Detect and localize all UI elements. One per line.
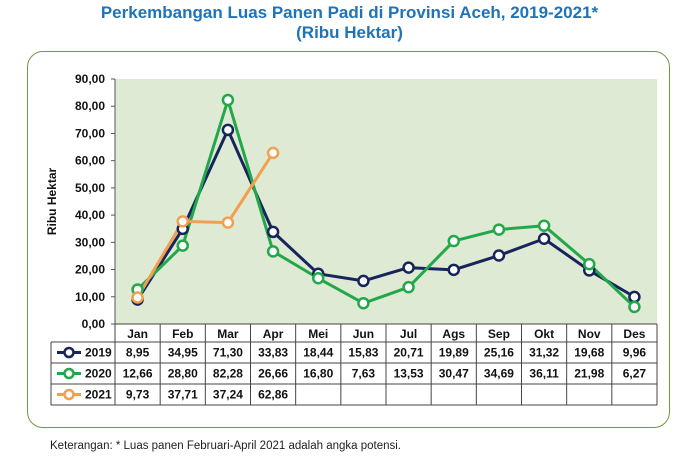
chart-subtitle: (Ribu Hektar)	[296, 23, 403, 42]
footnote: Keterangan: * Luas panen Februari-April …	[50, 440, 401, 452]
table-cell-value: 34,69	[484, 367, 514, 381]
data-point	[537, 232, 551, 245]
table-cell-value: 31,32	[529, 346, 559, 360]
y-tick-label: 40,00	[75, 208, 105, 222]
table-cell-value: 8,95	[126, 346, 150, 360]
data-point	[357, 296, 370, 310]
data-point	[492, 223, 506, 236]
table-cell-value: 25,16	[484, 346, 514, 360]
data-point	[447, 263, 460, 277]
x-tick-label: Feb	[172, 327, 193, 341]
table-cell-value: 12,66	[123, 367, 153, 381]
data-point	[492, 249, 506, 262]
y-tick-label: 60,00	[75, 154, 105, 168]
legend-label: 2019	[85, 346, 112, 360]
chart-title: Perkembangan Luas Panen Padi di Provinsi…	[100, 3, 599, 22]
plot-area	[115, 79, 657, 324]
table-cell-value: 13,53	[394, 367, 424, 381]
x-tick-label: Apr	[263, 327, 284, 341]
y-tick-label: 50,00	[75, 181, 105, 195]
data-point	[176, 215, 189, 228]
y-tick-label: 0,00	[82, 317, 106, 331]
data-point	[221, 216, 235, 229]
table-cell-value: 62,86	[258, 388, 288, 402]
series-line	[136, 128, 636, 301]
legend-label: 2021	[85, 388, 112, 402]
legend-marker	[63, 346, 75, 359]
y-tick-label: 30,00	[75, 235, 105, 249]
legend-marker	[63, 367, 75, 380]
table-cell-value: 7,63	[352, 367, 376, 381]
table-cell-value: 9,73	[126, 388, 150, 402]
data-point	[176, 239, 189, 252]
x-tick-label: Ags	[442, 327, 465, 341]
table-cell-value: 26,66	[258, 367, 288, 381]
y-tick-label: 10,00	[75, 290, 105, 304]
data-point	[266, 146, 280, 160]
table-cell-value: 21,98	[574, 367, 604, 381]
data-point	[312, 272, 325, 285]
table-cell-value: 37,71	[168, 388, 198, 402]
table-cell-value: 15,83	[348, 346, 378, 360]
y-axis-label: Ribu Hektar	[45, 168, 59, 236]
data-point	[447, 234, 460, 248]
table-cell-value: 19,68	[574, 346, 604, 360]
table-cell-value: 20,71	[394, 346, 424, 360]
data-point	[266, 225, 280, 239]
data-point	[583, 257, 596, 271]
table-cell-value: 28,80	[168, 367, 198, 381]
table-cell-value: 71,30	[213, 346, 243, 360]
table-cell-value: 33,83	[258, 346, 288, 360]
table-cell-value: 9,96	[623, 346, 647, 360]
table-cell-value: 34,95	[168, 346, 198, 360]
x-tick-label: Sep	[488, 327, 510, 341]
table-cell-value: 16,80	[303, 367, 333, 381]
table-cell-value: 37,24	[213, 388, 243, 402]
y-tick-label: 20,00	[75, 263, 105, 277]
table-cell-value: 36,11	[529, 367, 559, 381]
data-point	[266, 245, 280, 258]
x-tick-label: Jul	[400, 327, 417, 341]
data-point	[402, 261, 415, 274]
data-point	[537, 219, 551, 232]
table-cell-value: 82,28	[213, 367, 243, 381]
y-tick-label: 70,00	[75, 126, 105, 140]
data-point	[221, 93, 235, 107]
x-tick-label: Des	[623, 327, 645, 341]
x-tick-label: Nov	[578, 327, 601, 341]
series-line	[136, 152, 275, 299]
data-point	[402, 280, 415, 294]
legend-marker	[63, 388, 75, 401]
data-point	[628, 290, 641, 304]
y-tick-label: 90,00	[75, 72, 105, 86]
table-cell-value: 6,27	[623, 367, 647, 381]
table-cell-value: 30,47	[439, 367, 469, 381]
x-tick-label: Okt	[534, 327, 554, 341]
data-point	[357, 274, 370, 288]
legend-label: 2020	[85, 367, 112, 381]
x-tick-label: Jan	[127, 327, 148, 341]
x-tick-label: Mar	[217, 327, 239, 341]
y-tick-label: 80,00	[75, 99, 105, 113]
table-cell-value: 19,89	[439, 346, 469, 360]
data-point	[628, 300, 641, 314]
data-point	[221, 123, 235, 137]
series-line	[136, 98, 636, 309]
data-point	[131, 291, 144, 304]
x-tick-label: Mei	[308, 327, 328, 341]
x-tick-label: Jun	[353, 327, 374, 341]
table-cell-value: 18,44	[303, 346, 333, 360]
